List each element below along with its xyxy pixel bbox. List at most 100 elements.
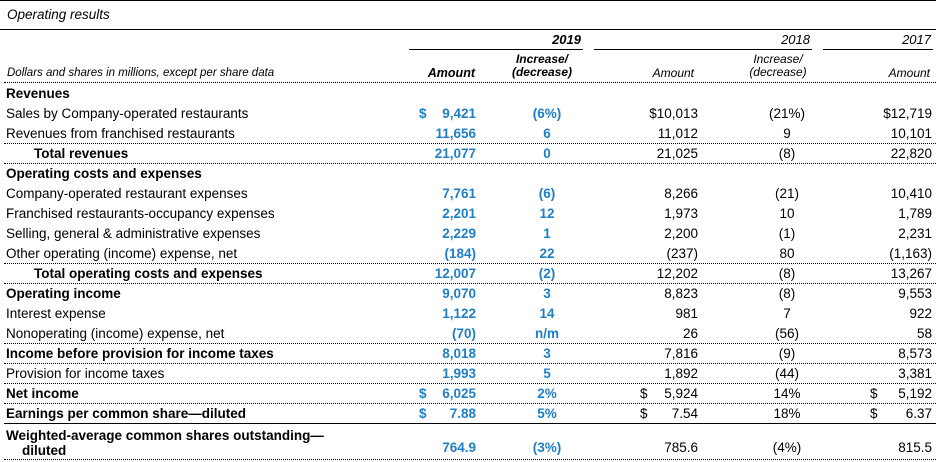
row-label: Earnings per common share—diluted [6,406,247,421]
row-label: Provision for income taxes [6,366,165,381]
row-separator [4,403,936,404]
table-row-total-revenues: Total revenues 21,077 0 21,025 (8) 22,820 [4,144,936,164]
column-header-label: Dollars and shares in millions, except p… [7,67,275,79]
cell-change-2018: (9) [778,346,796,361]
table-row-company-operated-expenses: Company-operated restaurant expenses 7,76… [4,184,936,204]
cell-amount-2019: 21,077 [434,146,476,161]
cell-change-2019: 0 [543,146,551,161]
column-header-change-2018: Increase/ (decrease) [738,53,818,79]
row-label: Interest expense [6,306,106,321]
year-header-2019: 2019 [409,32,583,50]
column-header-change-2019: Increase/ (decrease) [502,53,582,79]
dollar-sign: $ [419,106,427,121]
row-label: Revenues from franchised restaurants [6,126,235,141]
header-line: Increase/ [515,52,569,66]
cell-amount-2018: 21,025 [656,146,698,161]
cell-amount-2017: $12,719 [883,106,932,121]
cell-change-2019: 5 [543,366,551,381]
table-row-sga: Selling, general & administrative expens… [4,224,936,244]
cell-amount-2017: 10,101 [890,126,932,141]
table-row-net-income: Net income 6,025 $2% 5,924 $14% 5,192 $ [4,384,936,404]
cell-change-2019: 2% [537,386,557,401]
year-header-2018: 2018 [594,32,812,50]
row-separator [4,383,936,384]
cell-amount-2017: 9,553 [898,286,932,301]
row-label: Net income [6,386,79,401]
cell-change-2018: 18% [773,406,801,421]
row-separator [4,163,936,164]
table-bottom-border [4,459,936,460]
year-label: 2018 [781,32,810,47]
header-separator [4,82,936,83]
cell-amount-2017: 22,820 [890,146,932,161]
title-bar: Operating results [0,0,936,30]
cell-change-2018: (8) [778,286,796,301]
year-header-2017: 2017 [823,32,933,50]
cell-amount-2017: 2,231 [898,226,932,241]
cell-amount-2019: 12,007 [434,266,476,281]
cell-amount-2017: 815.5 [898,440,932,455]
cell-amount-2019: 1,122 [442,306,476,321]
cell-change-2019: n/m [534,326,559,341]
cell-amount-2018: 26 [682,326,698,341]
cell-amount-2019: 1,993 [442,366,476,381]
header-line: Increase/ [753,52,803,66]
cell-change-2019: (3%) [532,440,562,455]
cell-change-2018: (1) [778,226,796,241]
table-row-revenues-franchised: Revenues from franchised restaurants 11,6… [4,124,936,144]
table-row-total-operating-costs: Total operating costs and expenses 12,007… [4,264,936,284]
table-row-sales-company-operated: Sales by Company-operated restaurants 9,4… [4,104,936,124]
row-label-line: Weighted-average common shares outstandi… [6,428,324,443]
cell-amount-2017: (1,163) [889,246,932,261]
cell-amount-2019: 6,025 [442,386,476,401]
header-line: (decrease) [511,65,573,79]
cell-amount-2017: 922 [909,306,932,321]
cell-change-2018: (56) [774,326,799,341]
cell-change-2019: (2) [538,266,556,281]
table-row-other-operating: Other operating (income) expense, net (18… [4,244,936,264]
cell-change-2019: 22 [539,246,555,261]
cell-change-2018: (4%) [772,440,802,455]
cell-change-2019: 1 [543,226,551,241]
cell-amount-2017: 3,381 [898,366,932,381]
year-label: 2019 [552,32,581,47]
cell-change-2019: 6 [543,126,551,141]
cell-change-2019: 14 [539,306,555,321]
cell-amount-2017: 13,267 [890,266,932,281]
row-label: Nonoperating (income) expense, net [6,326,225,341]
cell-change-2019: 5% [537,406,557,421]
row-separator [4,263,936,264]
dollar-sign: $ [640,406,648,421]
cell-amount-2018: 1,892 [664,366,698,381]
table-row-eps-diluted: Earnings per common share—diluted 7.88 $5%… [4,404,936,424]
cell-change-2019: 3 [543,346,551,361]
cell-amount-2017: 10,410 [890,186,932,201]
dollar-sign: $ [870,406,878,421]
row-label: Weighted-average common shares outstandi… [6,428,324,458]
cell-amount-2018: 1,973 [664,206,698,221]
cell-amount-2018: 8,823 [664,286,698,301]
dollar-sign: $ [419,406,427,421]
cell-amount-2019: 7,761 [442,186,476,201]
cell-change-2019: (6) [538,186,556,201]
cell-change-2019: 12 [539,206,555,221]
row-label: Sales by Company-operated restaurants [6,106,249,121]
table-row-weighted-shares: Weighted-average common shares outstandi… [4,426,936,460]
row-label-line: diluted [22,443,67,458]
row-separator [4,423,936,424]
table-row-provision-taxes: Provision for income taxes 1,993 5 1,892 (44… [4,364,936,384]
cell-change-2018: (21) [774,186,799,201]
cell-amount-2017: 1,789 [898,206,932,221]
cell-change-2018: (44) [774,366,799,381]
row-separator [4,343,936,344]
row-label: Other operating (income) expense, net [6,246,238,261]
cell-change-2018: (8) [778,266,796,281]
row-separator [4,143,936,144]
row-label: Operating income [6,286,121,301]
table-row-revenues: Revenues [4,84,936,104]
table-row-operating-income: Operating income 9,070 3 8,823 (8) 9,553 [4,284,936,304]
column-header-amount-2018: Amount [652,66,694,80]
header-line: (decrease) [749,65,807,79]
row-label: Total operating costs and expenses [34,266,263,281]
row-separator [4,363,936,364]
